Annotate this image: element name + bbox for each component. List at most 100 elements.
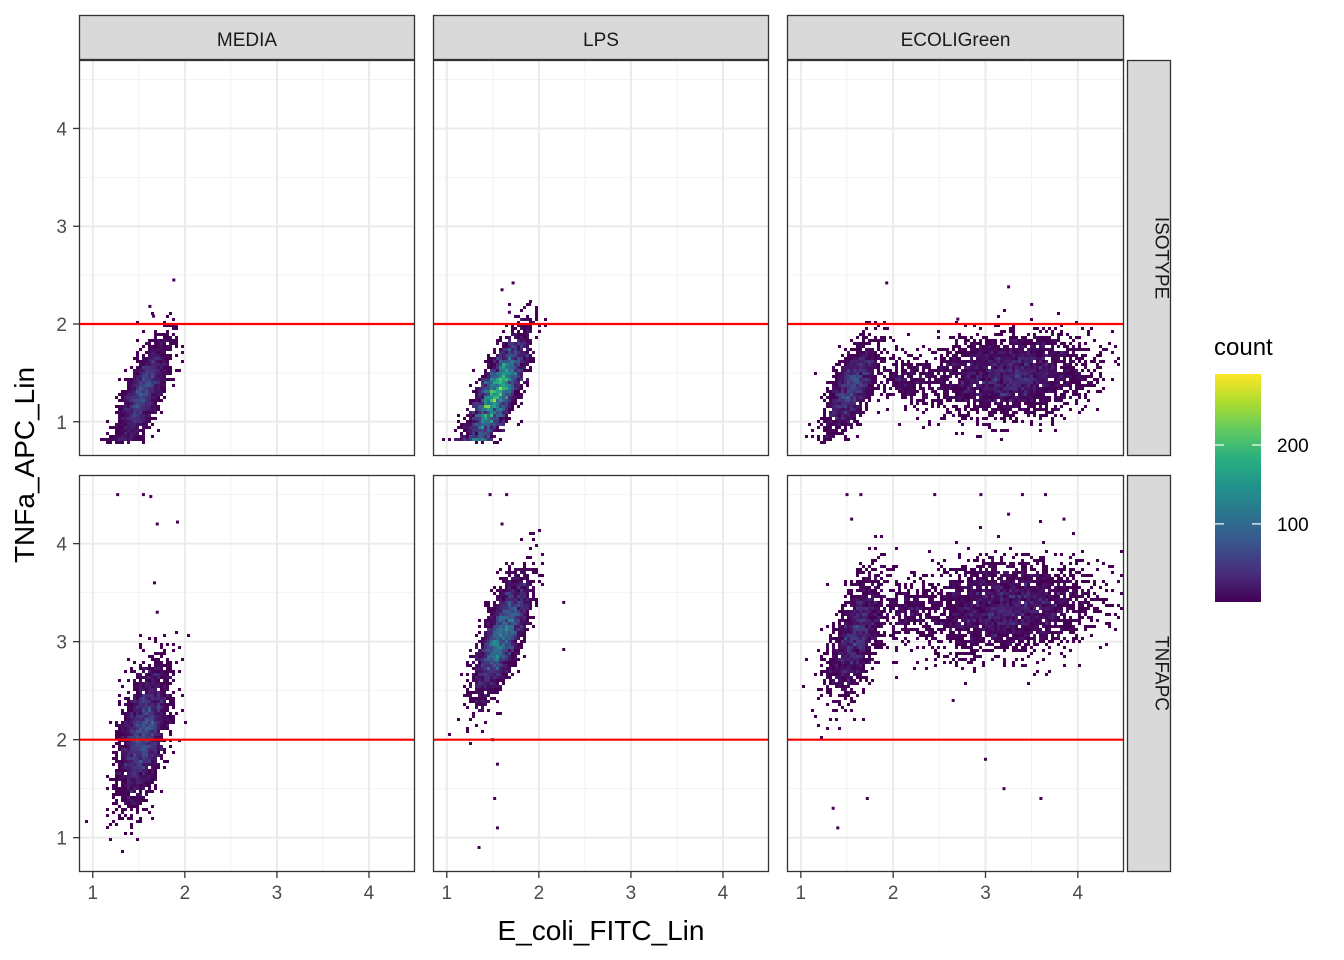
hex-bin xyxy=(1012,628,1015,631)
hex-bin xyxy=(1015,360,1018,363)
hex-bin xyxy=(481,664,484,667)
hex-bin xyxy=(880,604,883,607)
hex-bin xyxy=(481,375,484,378)
hex-bin xyxy=(1021,369,1024,372)
hex-bin xyxy=(835,667,838,670)
hex-bin xyxy=(1015,399,1018,402)
hex-bin xyxy=(832,643,835,646)
hex-bin xyxy=(499,336,502,339)
hex-bin xyxy=(841,381,844,384)
hex-bin xyxy=(157,754,160,757)
hex-bin xyxy=(829,414,832,417)
hex-bin xyxy=(964,628,967,631)
hex-bin xyxy=(865,360,868,363)
hex-bin xyxy=(1030,423,1033,426)
hex-bin xyxy=(127,411,130,414)
hex-bin xyxy=(859,631,862,634)
hex-bin xyxy=(514,354,517,357)
hex-bin xyxy=(157,360,160,363)
hex-bin xyxy=(460,432,463,435)
hex-bin xyxy=(121,766,124,769)
hex-bin xyxy=(139,396,142,399)
hex-bin xyxy=(520,586,523,589)
hex-bin xyxy=(865,363,868,366)
hex-bin xyxy=(529,598,532,601)
hex-bin xyxy=(154,366,157,369)
hex-bin xyxy=(865,336,868,339)
hex-bin xyxy=(856,378,859,381)
hex-bin xyxy=(490,679,493,682)
hex-bin xyxy=(889,598,892,601)
hex-bin xyxy=(1024,375,1027,378)
hex-bin xyxy=(511,333,514,336)
hex-bin xyxy=(520,568,523,571)
hex-bin xyxy=(946,348,949,351)
hex-bin xyxy=(121,775,124,778)
hex-bin xyxy=(835,426,838,429)
hex-bin xyxy=(127,718,130,721)
hex-bin xyxy=(910,390,913,393)
hex-bin xyxy=(154,685,157,688)
hex-bin xyxy=(139,423,142,426)
hex-bin xyxy=(1039,405,1042,408)
hex-bin xyxy=(148,706,151,709)
hex-bin xyxy=(505,625,508,628)
hex-bin xyxy=(502,598,505,601)
hex-bin xyxy=(970,646,973,649)
hex-bin xyxy=(832,435,835,438)
hex-bin xyxy=(1033,399,1036,402)
hex-bin xyxy=(844,583,847,586)
hex-bin xyxy=(481,709,484,712)
hex-bin xyxy=(883,360,886,363)
hex-bin xyxy=(1099,360,1102,363)
hex-bin xyxy=(823,438,826,441)
hex-bin xyxy=(841,360,844,363)
hex-bin xyxy=(838,393,841,396)
hex-bin xyxy=(505,390,508,393)
hex-bin xyxy=(901,396,904,399)
hex-bin xyxy=(1051,333,1054,336)
hex-bin xyxy=(157,387,160,390)
hex-bin xyxy=(484,652,487,655)
hex-bin xyxy=(1102,348,1105,351)
hex-bin xyxy=(1042,375,1045,378)
hex-bin xyxy=(184,721,187,724)
hex-bin xyxy=(160,733,163,736)
hex-bin xyxy=(523,628,526,631)
hex-bin xyxy=(151,709,154,712)
hex-bin xyxy=(823,408,826,411)
hex-bin xyxy=(1093,378,1096,381)
hex-bin xyxy=(1021,372,1024,375)
hex-bin xyxy=(844,429,847,432)
hex-bin xyxy=(1039,345,1042,348)
hex-bin xyxy=(970,408,973,411)
hex-bin xyxy=(124,435,127,438)
hex-bin xyxy=(175,631,178,634)
hex-bin xyxy=(169,694,172,697)
hex-bin xyxy=(478,649,481,652)
hex-bin xyxy=(475,706,478,709)
hex-bin xyxy=(850,426,853,429)
hex-bin xyxy=(949,369,952,372)
hex-bin xyxy=(883,369,886,372)
hex-bin xyxy=(517,396,520,399)
hex-bin xyxy=(121,417,124,420)
hex-bin xyxy=(121,790,124,793)
hex-bin xyxy=(859,646,862,649)
hex-bin xyxy=(520,360,523,363)
hex-bin xyxy=(958,378,961,381)
hex-bin xyxy=(1078,357,1081,360)
hex-bin xyxy=(169,357,172,360)
hex-bin xyxy=(145,378,148,381)
hex-bin xyxy=(928,372,931,375)
hex-bin xyxy=(817,649,820,652)
hex-bin xyxy=(946,393,949,396)
hex-bin xyxy=(850,625,853,628)
hex-bin xyxy=(115,405,118,408)
hex-bin xyxy=(937,396,940,399)
hex-bin xyxy=(853,610,856,613)
hex-bin xyxy=(973,366,976,369)
hex-bin xyxy=(955,369,958,372)
hex-bin xyxy=(106,438,109,441)
hex-bin xyxy=(991,381,994,384)
